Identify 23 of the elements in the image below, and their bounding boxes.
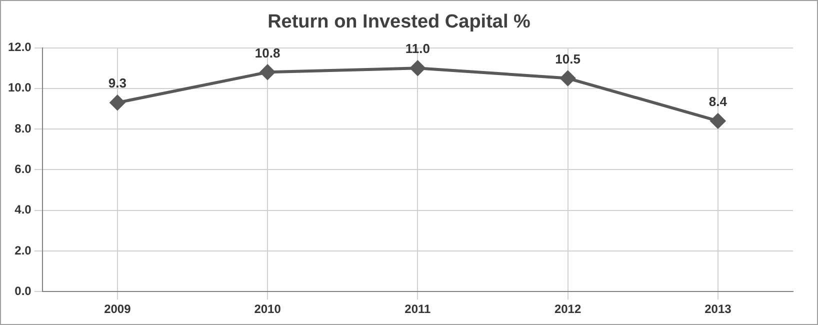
y-tick-label: 12.0 — [8, 40, 32, 54]
point — [710, 113, 726, 128]
data-label: 10.5 — [555, 51, 580, 66]
x-tick-label: 2011 — [404, 302, 432, 316]
x-tick-label: 2009 — [104, 302, 132, 316]
data-label: 10.8 — [254, 45, 280, 60]
point — [260, 64, 276, 80]
x-tick-label: 2013 — [704, 302, 732, 316]
point — [560, 70, 576, 86]
y-tick-label: 4.0 — [14, 202, 32, 217]
y-tick-label: 0.0 — [14, 284, 32, 298]
x-tick-label: 2012 — [554, 302, 582, 316]
point — [410, 60, 426, 76]
point — [110, 95, 125, 110]
y-tick-label: 8.0 — [14, 121, 32, 136]
chart-title: Return on Invested Capital % — [268, 12, 531, 33]
data-label: 9.3 — [108, 76, 126, 91]
y-tick-label: 10.0 — [8, 80, 32, 95]
y-tick-label: 6.0 — [14, 162, 32, 176]
data-label: 11.0 — [405, 41, 430, 56]
x-tick-label: 2010 — [254, 302, 282, 316]
y-tick-label: 2.0 — [14, 243, 32, 258]
data-label: 8.4 — [708, 94, 728, 110]
